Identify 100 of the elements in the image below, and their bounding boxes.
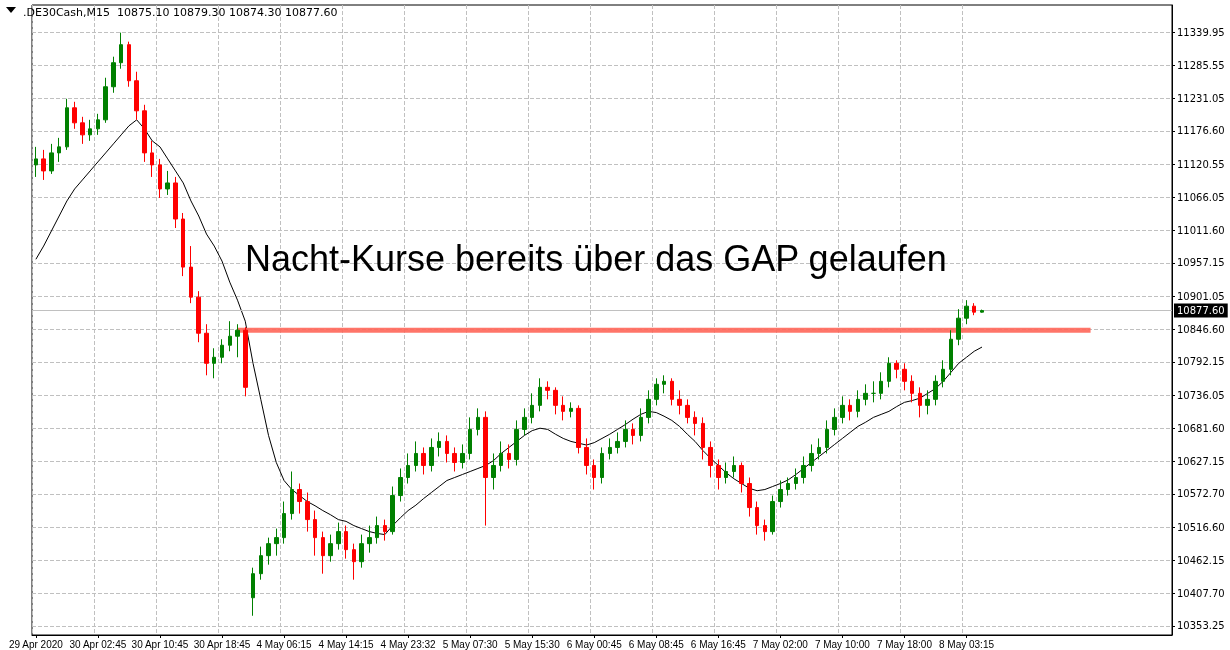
candlestick (499, 440, 503, 472)
candlestick (321, 531, 325, 575)
candlestick (243, 326, 248, 397)
x-tick-label: 4 May 14:15 (318, 638, 375, 650)
y-tick-label: 10572.70 (1177, 488, 1225, 500)
candlestick (825, 419, 829, 454)
y-tick-label: 11120.55 (1177, 159, 1225, 171)
candlestick (701, 416, 705, 460)
candlestick (600, 446, 604, 485)
candlestick (522, 407, 527, 436)
candlestick (871, 380, 876, 403)
candlestick (196, 290, 201, 343)
candlestick (677, 389, 682, 415)
candlestick (817, 437, 821, 460)
x-tick-label: 5 May 15:30 (504, 638, 561, 650)
candlestick (437, 431, 441, 457)
y-tick-label: 10901.05 (1177, 291, 1225, 303)
candlestick (925, 389, 930, 415)
candlestick (328, 534, 333, 563)
x-tick-label: 30 Apr 18:45 (193, 638, 251, 650)
candlestick (755, 501, 759, 536)
candlestick (460, 443, 465, 469)
candlestick (778, 480, 783, 509)
y-tick-label: 11176.60 (1177, 125, 1225, 137)
candlestick (134, 71, 139, 121)
candlestick (142, 104, 147, 163)
candlestick (429, 437, 434, 472)
candlestick (654, 377, 659, 406)
candlestick (615, 431, 620, 454)
candlestick (282, 501, 286, 545)
candlestick (941, 359, 945, 388)
candlestick (274, 528, 279, 557)
candlestick (956, 308, 961, 346)
candlestick (259, 546, 263, 581)
candlestick (173, 176, 178, 229)
candlestick (421, 446, 426, 475)
candlestick (181, 212, 185, 277)
candlestick (569, 401, 573, 418)
candlestick (670, 377, 674, 406)
y-tick-label: 10516.60 (1177, 522, 1225, 534)
x-tick-label: 7 May 10:00 (814, 638, 871, 650)
candlestick (507, 443, 511, 469)
candlestick (344, 525, 348, 560)
candlestick (848, 398, 852, 421)
candlestick (608, 437, 612, 460)
candlestick (631, 422, 635, 445)
candlestick (809, 443, 814, 472)
candlestick (980, 309, 984, 314)
x-tick-label: 8 May 03:15 (938, 638, 995, 650)
candlestick (856, 389, 860, 418)
candlestick (724, 461, 728, 485)
candlestick (228, 320, 232, 352)
candlestick (918, 386, 922, 418)
x-tick-label: 4 May 23:32 (380, 638, 437, 650)
candlestick (794, 467, 798, 491)
candlestick (127, 41, 131, 88)
candlestick (390, 486, 395, 536)
annotation: Nacht-Kurse bereits über das GAP gelaufen (245, 237, 947, 279)
candlestick (491, 452, 496, 491)
candlestick (910, 374, 914, 403)
candlestick (623, 419, 628, 448)
candlestick (553, 386, 558, 415)
candlestick (739, 461, 744, 494)
candlestick (832, 407, 837, 436)
x-tick-label: 30 Apr 10:45 (131, 638, 189, 650)
candlestick (685, 398, 690, 424)
candlestick (538, 377, 542, 412)
candlestick (747, 477, 752, 518)
candlestick (452, 446, 457, 472)
candlestick (235, 323, 240, 358)
candlestick (639, 407, 643, 442)
y-tick-label: 10681.60 (1177, 422, 1225, 434)
candlestick (34, 146, 38, 178)
candlestick (65, 98, 69, 151)
candlestick (158, 158, 162, 199)
candlestick (111, 56, 116, 94)
x-tick-label: 30 Apr 02:45 (69, 638, 127, 650)
candlestick (313, 510, 317, 557)
candlestick (476, 407, 480, 436)
candlestick (732, 455, 736, 478)
ref-line-label: 10877.60 (1177, 305, 1225, 317)
candlestick (103, 77, 108, 124)
candlestick (840, 395, 845, 424)
y-tick-label: 10792.15 (1177, 356, 1225, 368)
candlestick (879, 371, 883, 400)
x-tick-label: 7 May 18:00 (876, 638, 933, 650)
candlestick (414, 440, 418, 472)
x-tick-label: 5 May 07:30 (442, 638, 499, 650)
candlestick (545, 380, 550, 400)
candlestick (383, 519, 387, 542)
candlestick (49, 143, 54, 175)
candlestick (483, 410, 488, 527)
x-tick-label: 6 May 16:45 (690, 638, 747, 650)
line-series (35, 119, 983, 536)
x-tick-label: 6 May 00:45 (566, 638, 623, 650)
candlestick (786, 477, 790, 497)
candlestick (863, 383, 868, 406)
candlestick (88, 119, 92, 142)
candlestick (933, 374, 938, 406)
candlestick (530, 392, 534, 424)
